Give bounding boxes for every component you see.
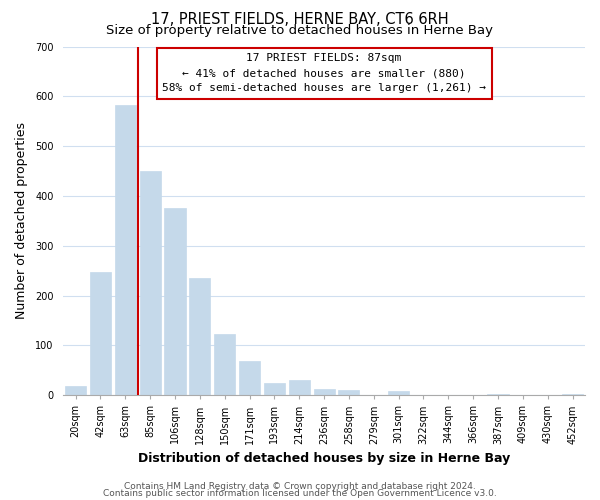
Bar — [90, 272, 111, 396]
Text: 17, PRIEST FIELDS, HERNE BAY, CT6 6RH: 17, PRIEST FIELDS, HERNE BAY, CT6 6RH — [151, 12, 449, 28]
Bar — [115, 105, 136, 396]
Y-axis label: Number of detached properties: Number of detached properties — [15, 122, 28, 320]
Bar — [264, 383, 285, 396]
Bar — [214, 334, 235, 396]
Text: 17 PRIEST FIELDS: 87sqm
← 41% of detached houses are smaller (880)
58% of semi-d: 17 PRIEST FIELDS: 87sqm ← 41% of detache… — [162, 54, 486, 93]
Bar — [314, 389, 335, 396]
Bar — [338, 390, 359, 396]
X-axis label: Distribution of detached houses by size in Herne Bay: Distribution of detached houses by size … — [138, 452, 510, 465]
Bar — [65, 386, 86, 396]
Bar — [164, 208, 185, 396]
Text: Size of property relative to detached houses in Herne Bay: Size of property relative to detached ho… — [107, 24, 493, 37]
Bar — [289, 380, 310, 396]
Bar — [388, 391, 409, 396]
Bar — [487, 394, 509, 396]
Bar — [140, 171, 161, 396]
Bar — [239, 362, 260, 396]
Text: Contains public sector information licensed under the Open Government Licence v3: Contains public sector information licen… — [103, 489, 497, 498]
Text: Contains HM Land Registry data © Crown copyright and database right 2024.: Contains HM Land Registry data © Crown c… — [124, 482, 476, 491]
Bar — [189, 278, 211, 396]
Bar — [562, 394, 583, 396]
